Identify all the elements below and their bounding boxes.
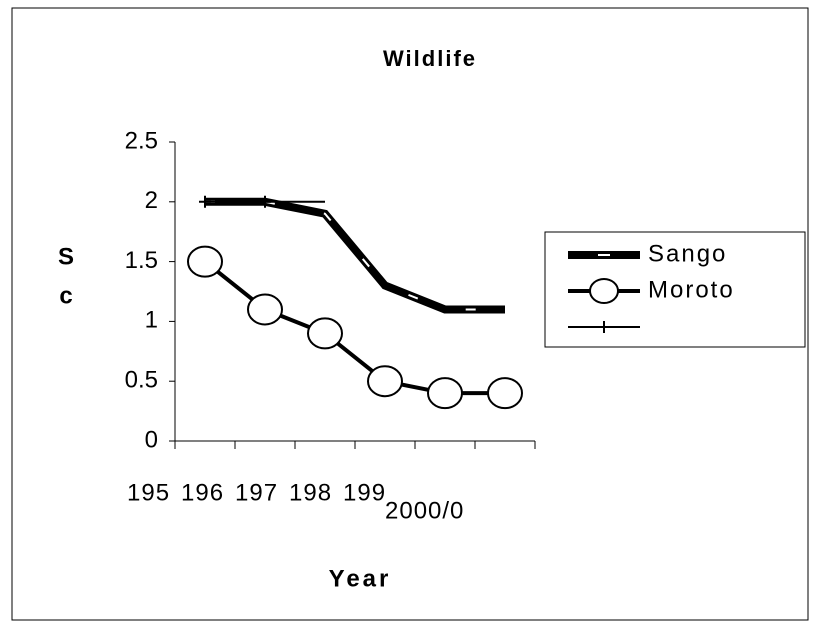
legend-label: Moroto — [648, 276, 735, 303]
x-tick-label: 2000/0 — [385, 497, 464, 524]
point — [427, 377, 463, 410]
x-tick-label: 198 — [289, 479, 332, 506]
y-tick-label: 2 — [145, 187, 158, 214]
x-tick-label: 195 — [127, 479, 170, 506]
legend-marker — [589, 278, 619, 304]
legend-marker — [598, 321, 610, 333]
legend-label: Sango — [648, 240, 727, 267]
point — [367, 365, 403, 398]
y-tick-label: 1 — [145, 307, 158, 334]
point — [199, 195, 211, 208]
point — [259, 195, 271, 208]
x-tick-label: 199 — [343, 479, 386, 506]
point — [487, 377, 523, 410]
x-axis-label: Year — [329, 565, 392, 592]
chart-title: Wildlife — [383, 46, 477, 71]
y-tick-label: 0 — [145, 426, 158, 453]
point — [307, 317, 343, 350]
point — [187, 245, 223, 278]
x-tick-label: 196 — [181, 479, 224, 506]
y-axis-label: S — [58, 243, 74, 270]
y-tick-label: 0.5 — [125, 367, 158, 394]
point — [247, 293, 283, 326]
y-axis-label: c — [59, 282, 72, 309]
y-tick-label: 2.5 — [125, 127, 158, 154]
x-tick-label: 197 — [235, 479, 278, 506]
y-tick-label: 1.5 — [125, 247, 158, 274]
